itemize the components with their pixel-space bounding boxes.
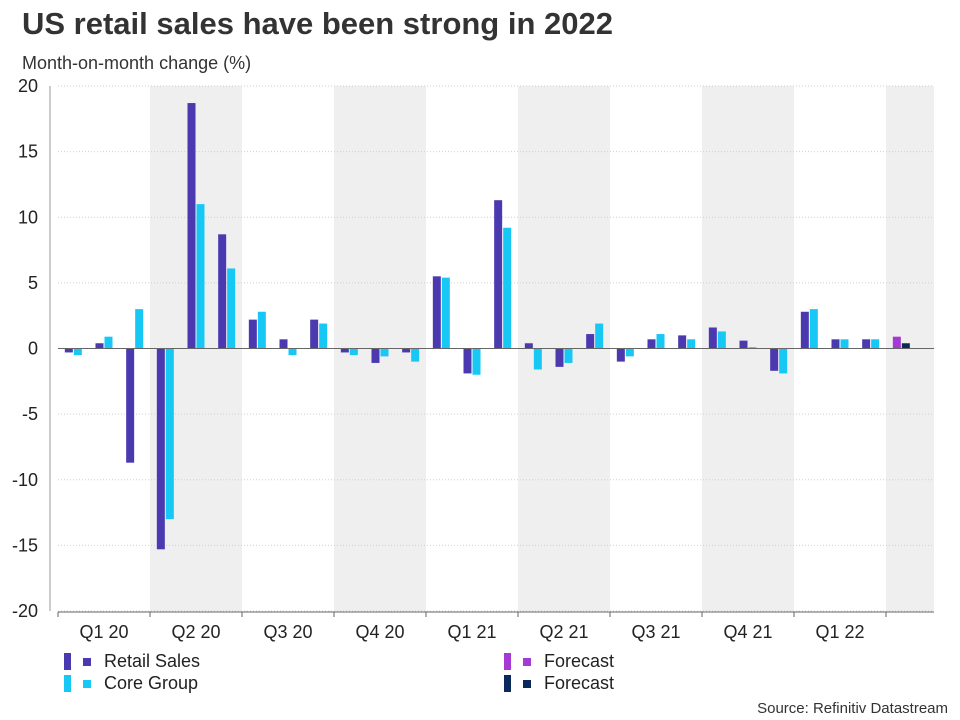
x-tick-label: Q1 22: [815, 622, 864, 642]
legend-swatch-small: [523, 657, 531, 666]
bar-core-group: [196, 204, 205, 349]
y-tick-label: -20: [12, 601, 38, 621]
bar-core-group: [380, 348, 389, 357]
x-tick-label: Q1 21: [447, 622, 496, 642]
legend-swatch-small: [83, 679, 91, 688]
y-tick-label: 15: [18, 142, 38, 162]
bar-retail-sales: [831, 339, 840, 349]
bar-retail-sales: [248, 319, 257, 349]
source-note: Source: Refinitiv Datastream: [757, 700, 948, 717]
x-tick-label: Q4 20: [355, 622, 404, 642]
legend-label: Core Group: [104, 673, 199, 693]
bar-core-group: [135, 309, 144, 349]
bar-core-group: [349, 348, 358, 356]
x-tick-labels: Q1 20 Q2 20 Q3 20 Q4 20 Q1 21 Q2 21 Q3 21 Q4 21…: [79, 622, 864, 642]
bar-retail-sales: [647, 339, 656, 349]
bar-retail-sales: [95, 343, 104, 349]
y-tick-label: 10: [18, 207, 38, 227]
x-tick-label: Q3 21: [631, 622, 680, 642]
bar-retail-sales: [586, 334, 595, 349]
bar-core-group: [748, 347, 757, 349]
bar-core-group: [809, 309, 818, 349]
bar-retail-sales: [310, 319, 319, 349]
bar-retail-sales: [555, 348, 564, 367]
chart-title: US retail sales have been strong in 2022: [22, 6, 613, 41]
bar-core-group: [411, 348, 420, 362]
legend-swatch: [64, 675, 71, 692]
legend-swatch: [64, 653, 71, 670]
bar-core-group: [257, 311, 266, 349]
bar-retail-sales: [126, 348, 135, 463]
bar-retail-sales: [862, 339, 871, 349]
legend-swatch-small: [83, 657, 91, 666]
legend-label: Forecast: [544, 651, 615, 671]
bars: [64, 103, 910, 550]
y-tick-label: 20: [18, 76, 38, 96]
legend-item-forecast-core: Forecast: [504, 673, 614, 694]
x-tick-label: Q4 21: [723, 622, 772, 642]
bar-retail-sales: [64, 348, 73, 353]
bar-core-group: [564, 348, 573, 363]
bar-retail-sales: [402, 348, 411, 353]
chart-subtitle: Month-on-month change (%): [22, 53, 252, 73]
x-tick-label: Q2 20: [171, 622, 220, 642]
x-tick-label: Q1 20: [79, 622, 128, 642]
bar-retail-sales: [218, 234, 227, 349]
legend-label: Forecast: [544, 673, 615, 693]
bar-retail-sales: [432, 276, 441, 349]
bar-retail-sales: [463, 348, 472, 374]
bar-retail-sales: [156, 348, 165, 550]
bar-retail-sales: [739, 340, 748, 349]
legend-item-forecast-retail: Forecast: [504, 651, 614, 672]
bar-core-group: [871, 339, 880, 349]
bar-core-group: [503, 227, 512, 349]
y-tick-label: -5: [22, 404, 38, 424]
bar-retail-sales: [708, 327, 717, 349]
bar-core-group: [319, 323, 328, 349]
bar-core-group: [625, 348, 634, 357]
bar-retail-sales: [279, 339, 288, 349]
y-tick-label: 5: [28, 273, 38, 293]
legend-label: Retail Sales: [104, 651, 201, 671]
bar-core-group: [104, 336, 113, 349]
y-tick-label: -15: [12, 535, 38, 555]
bar-core-group: [288, 348, 297, 356]
bar-core-group: [472, 348, 481, 375]
bar-core-group: [73, 348, 82, 356]
bar-core-group: [227, 268, 236, 349]
bar-core-group: [533, 348, 542, 370]
legend-swatch-small: [523, 679, 531, 688]
legend-swatch: [504, 675, 511, 692]
bar-core-group: [779, 348, 788, 374]
bar-forecast: [892, 336, 901, 349]
bar-retail-sales: [800, 311, 809, 349]
bar-retail-sales: [616, 348, 625, 362]
bar-retail-sales: [524, 343, 533, 349]
bar-core-group: [165, 348, 174, 520]
bar-forecast: [901, 343, 910, 349]
y-tick-label: 0: [28, 339, 38, 359]
bar-core-group: [840, 339, 849, 349]
legend-item-core-group: Core Group: [64, 673, 198, 694]
y-tick-labels: 20 15 10 5 0 -5 -10 -15 -20: [12, 76, 38, 621]
bar-core-group: [595, 323, 604, 349]
y-tick-label: -10: [12, 470, 38, 490]
x-tick-label: Q3 20: [263, 622, 312, 642]
legend-item-retail-sales: Retail Sales: [64, 651, 200, 672]
x-tick-label: Q2 21: [539, 622, 588, 642]
bar-retail-sales: [371, 348, 380, 363]
bar-core-group: [656, 334, 665, 349]
bar-core-group: [717, 331, 726, 349]
bar-core-group: [687, 339, 696, 349]
bar-retail-sales: [187, 103, 196, 349]
bar-retail-sales: [494, 200, 503, 349]
legend-swatch: [504, 653, 511, 670]
axes: [49, 86, 934, 617]
bar-retail-sales: [340, 348, 349, 353]
bar-retail-sales: [678, 335, 687, 349]
bar-core-group: [441, 277, 450, 349]
bar-retail-sales: [770, 348, 779, 371]
